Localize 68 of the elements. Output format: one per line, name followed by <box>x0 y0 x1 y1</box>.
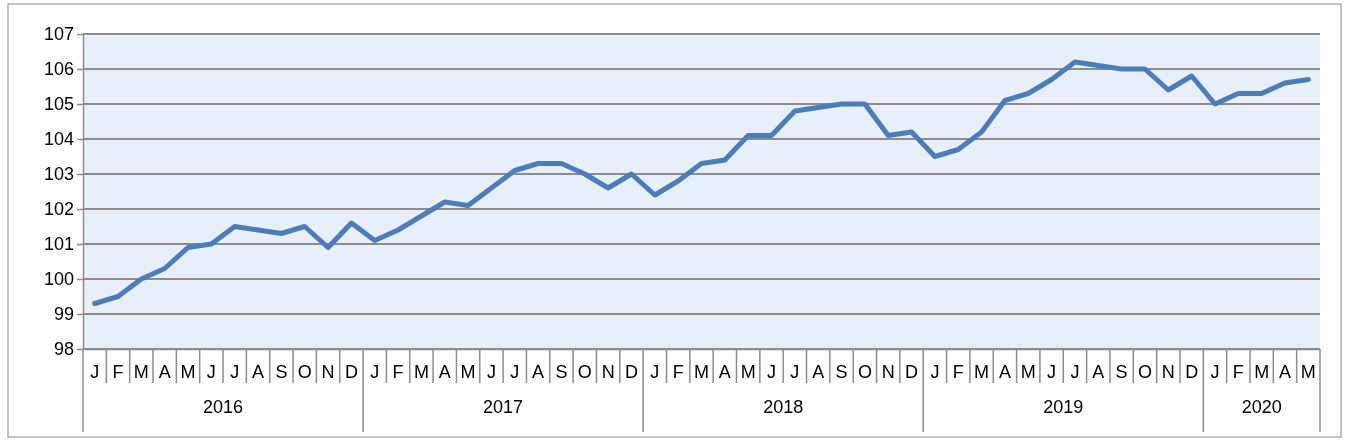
x-tick-label: S <box>275 361 288 382</box>
x-tick-label: M <box>180 361 196 382</box>
y-tick-label: 99 <box>53 304 74 325</box>
x-tick-label: S <box>1115 361 1128 382</box>
text: 2019 <box>1043 397 1084 417</box>
x-tick-label: J <box>650 361 660 382</box>
x-tick-label: D <box>905 361 919 382</box>
y-tick-label: 103 <box>43 164 74 185</box>
x-tick-label: N <box>601 361 615 382</box>
x-tick-label: J <box>370 361 380 382</box>
x-tick-label: A <box>812 361 825 382</box>
y-tick-label: 105 <box>43 94 74 115</box>
x-tick-label: D <box>1185 361 1199 382</box>
x-tick-label: M <box>133 361 149 382</box>
x-tick-label: A <box>718 361 731 382</box>
x-tick-label: J <box>1047 361 1057 382</box>
x-tick-label: S <box>835 361 848 382</box>
x-tick-label: N <box>321 361 335 382</box>
x-tick-label: J <box>930 361 940 382</box>
x-tick-label: M <box>413 361 429 382</box>
x-tick-label: O <box>577 361 592 382</box>
x-tick-label: M <box>1300 361 1316 382</box>
x-tick-label: O <box>297 361 312 382</box>
x-tick-label: J <box>767 361 777 382</box>
x-tick-label: F <box>1232 361 1244 382</box>
x-tick-label: J <box>230 361 240 382</box>
x-tick-label: A <box>438 361 451 382</box>
x-tick-label: M <box>1020 361 1036 382</box>
x-tick-label: M <box>974 361 990 382</box>
x-tick-label: M <box>694 361 709 382</box>
x-tick-label: F <box>392 361 404 382</box>
y-tick-label: 98 <box>53 339 74 360</box>
x-tick-label: M <box>460 361 476 382</box>
x-tick-label: J <box>1210 361 1220 382</box>
y-tick-label: 102 <box>43 199 74 220</box>
text: 2020 <box>1241 397 1282 417</box>
x-tick-label: A <box>998 361 1011 382</box>
x-tick-label: N <box>881 361 895 382</box>
x-tick-label: J <box>510 361 520 382</box>
y-tick-label: 104 <box>43 129 74 150</box>
x-tick-label: S <box>555 361 568 382</box>
x-tick-label: M <box>740 361 756 382</box>
y-tick-label: 106 <box>43 59 74 80</box>
text: 2016 <box>203 397 244 417</box>
x-tick-label: A <box>252 361 265 382</box>
x-tick-label: A <box>1092 361 1105 382</box>
x-tick-label: A <box>1278 361 1291 382</box>
x-tick-label: M <box>1254 361 1270 382</box>
x-tick-label: O <box>857 361 872 382</box>
x-tick-label: D <box>624 361 638 382</box>
x-tick-label: J <box>486 361 496 382</box>
x-tick-label: J <box>790 361 800 382</box>
y-tick-label: 100 <box>43 269 74 290</box>
text: 2018 <box>763 397 804 417</box>
x-tick-label: O <box>1137 361 1152 382</box>
x-tick-label: J <box>1070 361 1080 382</box>
x-tick-label: N <box>1161 361 1175 382</box>
x-tick-label: A <box>158 361 171 382</box>
x-tick-label: A <box>532 361 545 382</box>
x-tick-label: D <box>344 361 358 382</box>
y-tick-label: 101 <box>43 234 74 255</box>
x-tick-label: F <box>952 361 964 382</box>
x-tick-label: J <box>90 361 100 382</box>
text: 2017 <box>483 397 524 417</box>
x-tick-label: F <box>672 361 684 382</box>
x-tick-label: F <box>112 361 124 382</box>
y-tick-label: 107 <box>43 24 74 45</box>
x-tick-label: J <box>206 361 216 382</box>
